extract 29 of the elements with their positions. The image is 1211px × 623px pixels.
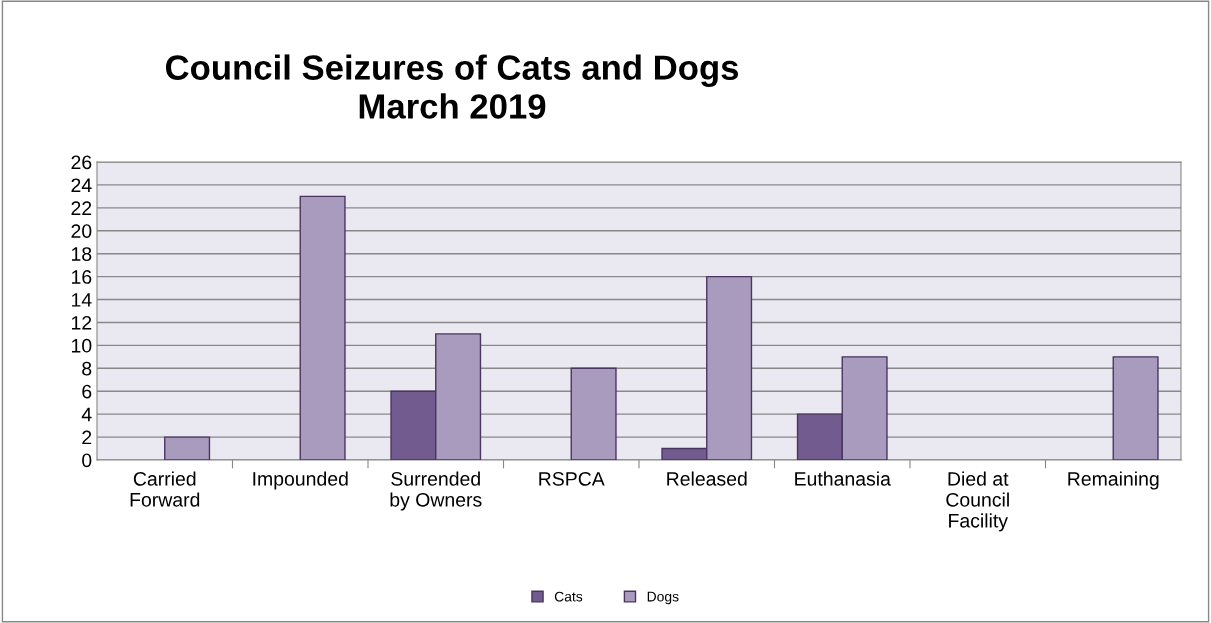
legend-label: Dogs [647,591,679,605]
y-tick-label: 18 [72,247,92,261]
legend-label: Cats [554,591,583,602]
y-tick-label: 16 [72,270,92,284]
bar [299,195,346,460]
bar [164,436,211,460]
y-tick-label: 2 [82,430,92,445]
bar [570,367,617,460]
y-tick-label: 24 [71,178,92,192]
x-tick-label: Surrended by Owners [390,471,482,511]
x-tick-label: Released [667,471,747,486]
x-tick-label: RSPCA [539,471,605,486]
x-tick-label: Impounded [253,471,348,490]
y-tick-label: 0 [82,453,92,468]
y-tick-label: 22 [71,201,92,215]
y-tick-label: 4 [81,407,92,422]
y-tick-label: 10 [72,338,92,353]
y-tick-label: 20 [71,224,92,239]
bar [1112,356,1159,460]
y-tick-label: 6 [82,384,92,399]
x-tick-label: Died at Council Facility [946,471,1009,532]
y-tick-label: 26 [71,155,92,170]
x-tick-label: Remaining [1068,471,1159,490]
chart-title: Council Seizures of Cats and Dogs March 2019 [165,54,739,119]
x-tick-label: Euthanasia [795,471,891,486]
y-tick-label: 14 [72,293,92,307]
x-tick-label: Carried Forward [130,471,200,507]
y-tick-label: 8 [82,361,92,376]
y-tick-label: 12 [72,315,92,330]
